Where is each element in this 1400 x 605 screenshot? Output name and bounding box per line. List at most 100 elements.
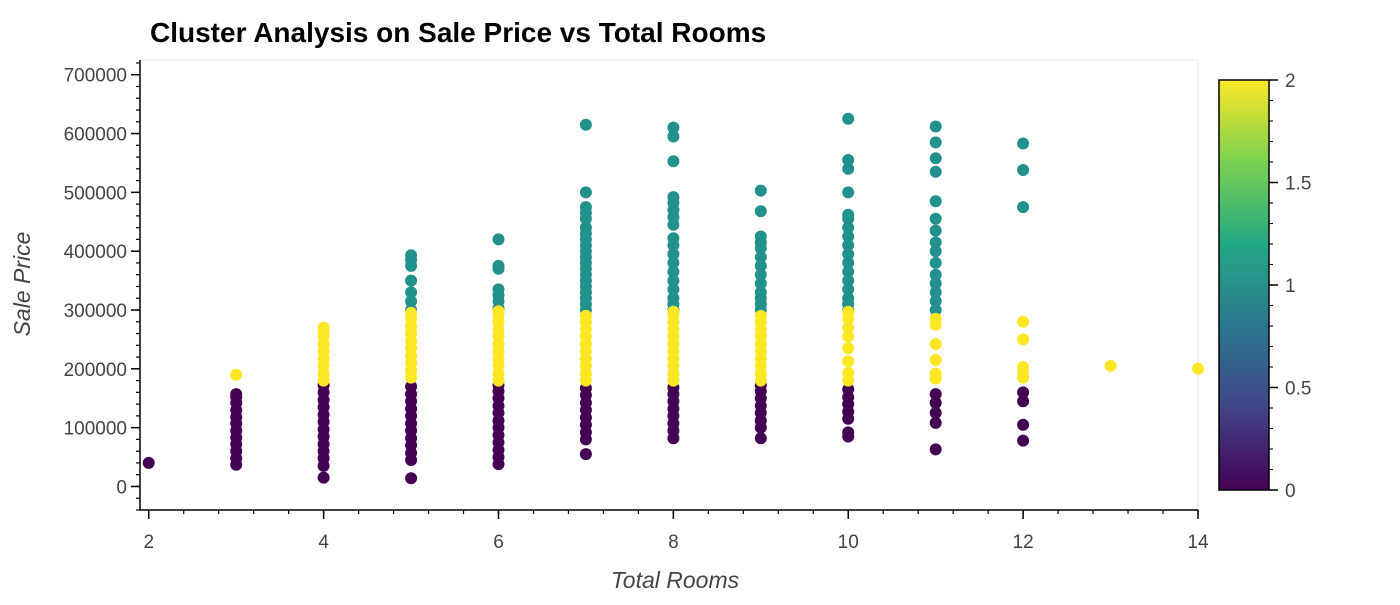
data-point-cluster-1	[929, 245, 942, 258]
colorbar-tick-label: 0	[1285, 481, 1296, 502]
data-point-cluster-1	[1017, 164, 1030, 176]
data-point-cluster-1	[754, 205, 767, 218]
x-axis-label: Total Rooms	[611, 567, 740, 593]
x-tick-label: 14	[1187, 532, 1209, 553]
data-point-cluster-1	[667, 121, 680, 134]
x-tick-label: 12	[1013, 532, 1034, 553]
data-point-cluster-1	[842, 112, 855, 125]
data-point-cluster-2	[492, 305, 505, 318]
data-point-cluster-1	[842, 274, 855, 287]
data-point-cluster-1	[492, 259, 505, 272]
data-point-cluster-1	[929, 286, 942, 299]
data-point-cluster-0	[842, 383, 855, 396]
data-point-cluster-1	[929, 136, 942, 149]
data-point-cluster-2	[754, 309, 767, 322]
data-point-cluster-0	[754, 432, 767, 445]
data-point-cluster-1	[754, 184, 767, 197]
data-point-cluster-1	[405, 295, 418, 308]
data-point-cluster-1	[842, 292, 855, 305]
data-point-cluster-1	[929, 304, 942, 316]
colorbar: 0 0.5 1 1.5 2	[1218, 71, 1311, 502]
data-point-cluster-1	[929, 268, 942, 281]
data-point-cluster-1	[929, 295, 942, 308]
data-point-cluster-0	[929, 396, 942, 409]
data-point-cluster-2	[1017, 361, 1030, 374]
data-point-cluster-2	[579, 309, 592, 322]
data-point-cluster-1	[929, 195, 942, 208]
data-point-cluster-1	[1017, 201, 1030, 214]
data-point-cluster-2	[1017, 315, 1030, 328]
data-point-cluster-1	[929, 236, 942, 249]
data-point-cluster-1	[929, 120, 942, 133]
data-point-cluster-2	[929, 338, 942, 351]
data-point-cluster-1	[667, 265, 680, 278]
data-point-cluster-2	[842, 366, 855, 379]
data-point-cluster-2	[842, 321, 855, 334]
data-point-cluster-1	[754, 286, 767, 299]
data-point-cluster-1	[929, 224, 942, 237]
data-point-cluster-1	[579, 118, 592, 131]
chart-title: Cluster Analysis on Sale Price vs Total …	[150, 17, 766, 48]
data-point-cluster-1	[842, 186, 855, 199]
data-point-cluster-1	[929, 152, 942, 165]
data-point-cluster-1	[842, 239, 855, 252]
colorbar-tick-label: 1.5	[1285, 174, 1311, 195]
data-point-cluster-0	[929, 406, 942, 419]
data-point-cluster-2	[667, 305, 680, 318]
colorbar-tick-label: 1	[1285, 276, 1296, 297]
data-point-cluster-1	[667, 274, 680, 287]
x-axis: 2 4 6 8 10 12 14	[140, 509, 1209, 553]
data-point-cluster-1	[667, 130, 680, 143]
x-tick-label: 8	[668, 532, 679, 553]
data-point-cluster-1	[405, 249, 418, 262]
y-tick-label: 700000	[64, 66, 127, 87]
data-point-cluster-1	[842, 256, 855, 269]
y-axis-label: Sale Price	[9, 232, 35, 337]
data-point-cluster-2	[842, 355, 855, 368]
data-point-cluster-1	[842, 221, 855, 234]
data-point-cluster-2	[842, 330, 855, 343]
data-point-cluster-2	[929, 354, 942, 366]
data-point-cluster-1	[1017, 137, 1030, 150]
data-point-cluster-1	[667, 292, 680, 305]
data-point-cluster-2	[317, 321, 330, 334]
data-point-cluster-1	[405, 286, 418, 299]
data-point-cluster-1	[754, 259, 767, 272]
data-point-cluster-2	[929, 367, 942, 380]
data-point-cluster-0	[317, 471, 330, 484]
data-point-cluster-0	[1017, 386, 1030, 399]
data-point-cluster-1	[842, 248, 855, 261]
x-tick-label: 10	[838, 532, 859, 553]
data-point-cluster-1	[667, 283, 680, 296]
data-point-cluster-1	[842, 230, 855, 243]
data-point-cluster-1	[492, 233, 505, 246]
x-tick-label: 4	[318, 532, 329, 553]
data-point-cluster-1	[405, 274, 418, 287]
data-point-cluster-1	[842, 162, 855, 175]
data-point-cluster-0	[1017, 395, 1030, 408]
data-point-cluster-0	[579, 448, 592, 461]
x-tick-label: 6	[493, 532, 504, 553]
y-tick-label: 300000	[64, 301, 127, 322]
data-point-cluster-2	[842, 342, 855, 355]
colorbar-gradient	[1218, 79, 1270, 491]
data-point-cluster-2	[405, 306, 418, 319]
data-point-cluster-1	[667, 191, 680, 204]
y-tick-label: 500000	[64, 183, 127, 204]
data-point-cluster-1	[754, 277, 767, 290]
data-point-cluster-1	[842, 265, 855, 278]
data-point-cluster-0	[142, 456, 155, 469]
data-point-cluster-2	[1192, 362, 1204, 375]
data-point-cluster-1	[492, 283, 505, 296]
data-point-cluster-1	[929, 277, 942, 290]
colorbar-ticks: 0 0.5 1 1.5 2	[1269, 71, 1311, 502]
data-point-cluster-2	[230, 368, 243, 381]
y-tick-label: 100000	[64, 419, 127, 440]
data-point-cluster-0	[230, 388, 243, 401]
data-point-cluster-1	[754, 230, 767, 243]
data-point-cluster-1	[579, 201, 592, 214]
data-point-cluster-0	[929, 416, 942, 429]
data-point-cluster-0	[1017, 418, 1030, 431]
data-point-cluster-1	[667, 256, 680, 269]
